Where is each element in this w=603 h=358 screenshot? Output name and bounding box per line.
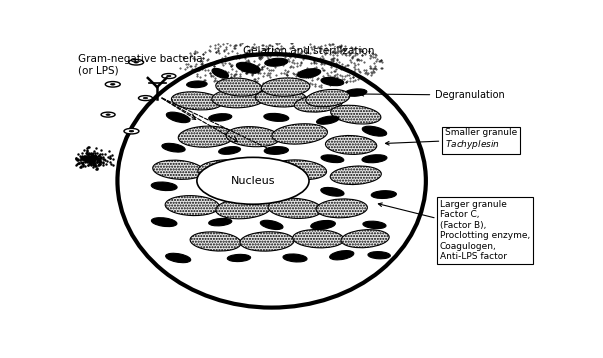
Text: Gelation and sterilization: Gelation and sterilization xyxy=(243,46,375,56)
Ellipse shape xyxy=(251,182,274,190)
Ellipse shape xyxy=(219,147,241,154)
Ellipse shape xyxy=(227,254,251,262)
Ellipse shape xyxy=(321,77,344,86)
Ellipse shape xyxy=(283,254,307,262)
Ellipse shape xyxy=(212,88,266,108)
Ellipse shape xyxy=(106,82,120,87)
Ellipse shape xyxy=(292,229,344,248)
Ellipse shape xyxy=(264,113,289,121)
Ellipse shape xyxy=(216,78,262,96)
Ellipse shape xyxy=(321,188,344,196)
Ellipse shape xyxy=(166,253,191,263)
Ellipse shape xyxy=(362,126,387,136)
Ellipse shape xyxy=(118,54,426,308)
Ellipse shape xyxy=(178,126,234,147)
Ellipse shape xyxy=(368,252,390,259)
Ellipse shape xyxy=(362,155,387,163)
Ellipse shape xyxy=(236,62,260,73)
Ellipse shape xyxy=(106,114,110,115)
Ellipse shape xyxy=(268,198,322,218)
Ellipse shape xyxy=(226,127,280,147)
Ellipse shape xyxy=(273,160,327,180)
Ellipse shape xyxy=(326,136,377,154)
Ellipse shape xyxy=(321,155,344,163)
Ellipse shape xyxy=(165,195,219,216)
Ellipse shape xyxy=(186,81,207,88)
Ellipse shape xyxy=(110,83,115,85)
Text: Gram-negative bacteria
(or LPS): Gram-negative bacteria (or LPS) xyxy=(78,54,203,76)
Ellipse shape xyxy=(260,220,283,229)
Text: Smaller granule
$\it{Tachyplesin}$: Smaller granule $\it{Tachyplesin}$ xyxy=(385,127,517,151)
Ellipse shape xyxy=(171,92,223,110)
Ellipse shape xyxy=(255,89,307,107)
Ellipse shape xyxy=(330,166,381,184)
Ellipse shape xyxy=(306,90,350,107)
Ellipse shape xyxy=(345,89,367,96)
Ellipse shape xyxy=(341,229,389,248)
Ellipse shape xyxy=(264,146,288,154)
Ellipse shape xyxy=(124,129,139,134)
Ellipse shape xyxy=(330,251,354,260)
Ellipse shape xyxy=(101,112,115,117)
Ellipse shape xyxy=(197,158,309,204)
Ellipse shape xyxy=(330,105,381,124)
Ellipse shape xyxy=(371,191,396,198)
Text: Degranulation: Degranulation xyxy=(360,90,505,100)
Ellipse shape xyxy=(294,95,343,112)
Ellipse shape xyxy=(139,96,153,101)
Ellipse shape xyxy=(151,218,177,227)
Ellipse shape xyxy=(134,62,138,63)
Ellipse shape xyxy=(297,69,321,78)
Ellipse shape xyxy=(272,124,327,144)
Ellipse shape xyxy=(129,130,134,132)
Ellipse shape xyxy=(162,143,185,152)
Ellipse shape xyxy=(216,198,271,219)
Ellipse shape xyxy=(311,221,335,229)
Ellipse shape xyxy=(162,73,176,78)
Ellipse shape xyxy=(262,78,310,96)
Ellipse shape xyxy=(144,97,148,99)
Text: Nucleus: Nucleus xyxy=(231,176,275,186)
Ellipse shape xyxy=(209,218,232,226)
Ellipse shape xyxy=(151,182,177,190)
Ellipse shape xyxy=(153,160,204,179)
Ellipse shape xyxy=(212,68,229,78)
Ellipse shape xyxy=(166,112,190,123)
Ellipse shape xyxy=(363,221,386,229)
Ellipse shape xyxy=(128,59,144,65)
Ellipse shape xyxy=(316,199,367,218)
Ellipse shape xyxy=(317,116,339,124)
Ellipse shape xyxy=(265,58,288,66)
Ellipse shape xyxy=(240,232,294,251)
Ellipse shape xyxy=(209,113,232,121)
Ellipse shape xyxy=(167,75,171,77)
Text: Larger granule
Factor C,
(Factor B),
Proclotting enzyme,
Coagulogen,
Anti-LPS fa: Larger granule Factor C, (Factor B), Pro… xyxy=(378,200,530,261)
Ellipse shape xyxy=(190,232,241,251)
Ellipse shape xyxy=(198,160,252,180)
